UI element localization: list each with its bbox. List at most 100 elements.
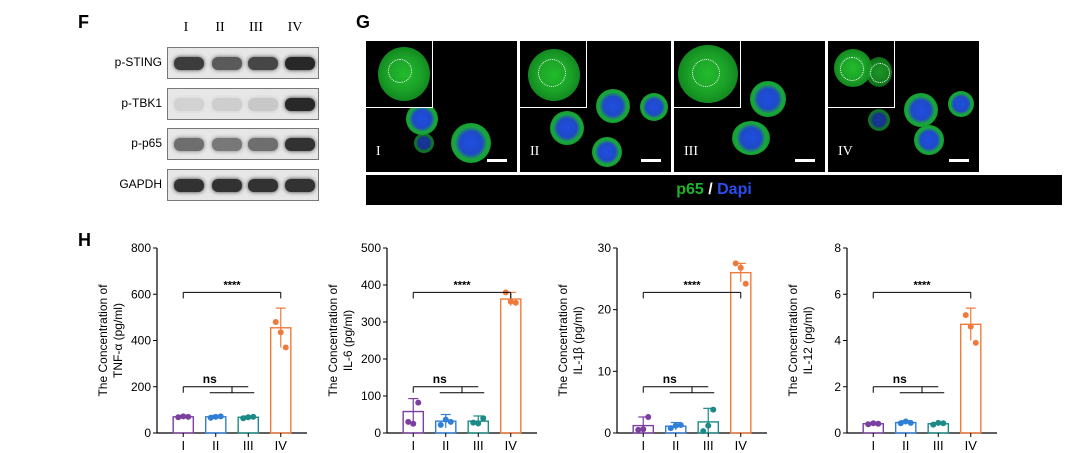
caption-p65: p65 <box>676 181 704 198</box>
wb-lane-header: III <box>249 20 263 35</box>
y-tick-label: 300 <box>361 315 381 329</box>
sig-label: **** <box>453 279 471 291</box>
data-point <box>447 418 454 425</box>
micrograph-label: III <box>684 144 698 159</box>
y-tick-label: 20 <box>598 303 612 317</box>
y-tick-label: 2 <box>834 380 841 394</box>
x-tick-label: II <box>902 438 909 453</box>
data-point <box>902 418 909 425</box>
sig-label: **** <box>913 279 931 291</box>
y-tick-label: 4 <box>834 334 841 348</box>
x-tick-label: III <box>243 438 254 453</box>
wb-row-label: GAPDH <box>119 177 162 191</box>
y-tick-label: 400 <box>131 334 151 348</box>
sig-label: **** <box>683 279 701 291</box>
data-point <box>645 413 652 420</box>
data-point <box>250 413 257 420</box>
y-tick-label: 30 <box>598 241 612 255</box>
data-point <box>175 414 182 421</box>
data-point <box>272 319 279 325</box>
data-point <box>507 298 514 305</box>
wb-strip <box>167 88 319 120</box>
bar <box>959 323 982 434</box>
panel-label-g: G <box>356 12 371 32</box>
y-axis-label-line: IL-12 (pg/ml) <box>801 306 815 374</box>
x-tick-label: IV <box>505 438 518 453</box>
wb-row-label: p-STING <box>114 55 162 69</box>
data-point <box>677 421 684 428</box>
micrograph-inset <box>828 41 895 108</box>
y-axis-label-line: The Concentration of <box>786 284 800 397</box>
y-tick-label: 800 <box>131 241 151 255</box>
wb-band <box>285 57 315 70</box>
data-point <box>870 420 877 427</box>
wb-strip <box>167 128 319 160</box>
data-point <box>405 418 412 425</box>
y-tick-label: 200 <box>131 380 151 394</box>
micrograph-inset <box>366 41 433 108</box>
wb-band <box>174 57 204 70</box>
data-point <box>667 425 674 432</box>
data-point <box>470 419 477 426</box>
y-tick-label: 6 <box>834 287 841 301</box>
wb-band <box>285 98 315 111</box>
x-tick-label: I <box>871 438 875 453</box>
y-tick-label: 10 <box>598 364 612 378</box>
y-axis-label: The Concentration ofIL-1β (pg/ml) <box>556 284 585 397</box>
x-tick-label: IV <box>275 438 288 453</box>
wb-strip <box>167 169 319 201</box>
ns-label: ns <box>433 372 447 386</box>
micrograph-caption: p65 / Dapi <box>366 175 1062 205</box>
y-axis-label-line: The Concentration of <box>556 284 570 397</box>
x-tick-label: I <box>641 438 645 453</box>
sig-label: **** <box>223 279 241 291</box>
data-point <box>245 414 252 421</box>
data-point <box>512 299 519 306</box>
scale-bar <box>949 159 969 162</box>
micrograph-label: I <box>376 144 381 159</box>
wb-row-label: p-TBK1 <box>121 96 162 110</box>
wb-band <box>174 179 204 192</box>
micrograph-inset <box>674 41 741 108</box>
wb-band <box>248 179 278 192</box>
wb-band <box>174 138 204 151</box>
data-point <box>240 415 247 422</box>
panel-label-h: H <box>78 230 91 250</box>
data-point <box>940 420 947 427</box>
x-tick-label: I <box>411 438 415 453</box>
wb-band <box>285 138 315 151</box>
micrograph-label: IV <box>838 144 853 159</box>
wb-band <box>248 138 278 151</box>
data-point <box>180 413 187 420</box>
wb-lane-header: I <box>183 20 189 35</box>
x-tick-label: III <box>933 438 944 453</box>
wb-lane-header: IV <box>287 20 303 35</box>
wb-band <box>212 98 242 111</box>
y-axis-label: The Concentration ofIL-6 (pg/ml) <box>326 284 355 397</box>
data-point <box>700 428 707 435</box>
micrograph-i: I <box>366 41 517 172</box>
micrograph-inset <box>520 41 587 108</box>
bar <box>499 298 522 434</box>
x-tick-label: II <box>442 438 449 453</box>
data-point <box>972 339 979 346</box>
x-tick-label: II <box>672 438 679 453</box>
y-axis-label-line: The Concentration of <box>326 284 340 397</box>
wb-strip <box>167 47 319 79</box>
data-point <box>672 422 679 429</box>
y-axis-label-line: IL-6 (pg/ml) <box>341 310 355 371</box>
x-tick-label: I <box>181 438 185 453</box>
y-tick-label: 200 <box>361 352 381 366</box>
micrograph-ii: II <box>520 41 671 172</box>
wb-band <box>248 57 278 70</box>
wb-band <box>212 57 242 70</box>
wb-band <box>212 138 242 151</box>
data-point <box>635 426 642 433</box>
chart-tnf-alpha: The Concentration ofTNF-α (pg/ml) 0 200 400… <box>96 241 307 453</box>
data-point <box>930 421 937 428</box>
caption-dapi: Dapi <box>717 181 752 198</box>
micrograph-label: II <box>530 144 540 159</box>
y-tick-label: 400 <box>361 278 381 292</box>
y-axis-label: The Concentration ofIL-12 (pg/ml) <box>786 284 815 397</box>
